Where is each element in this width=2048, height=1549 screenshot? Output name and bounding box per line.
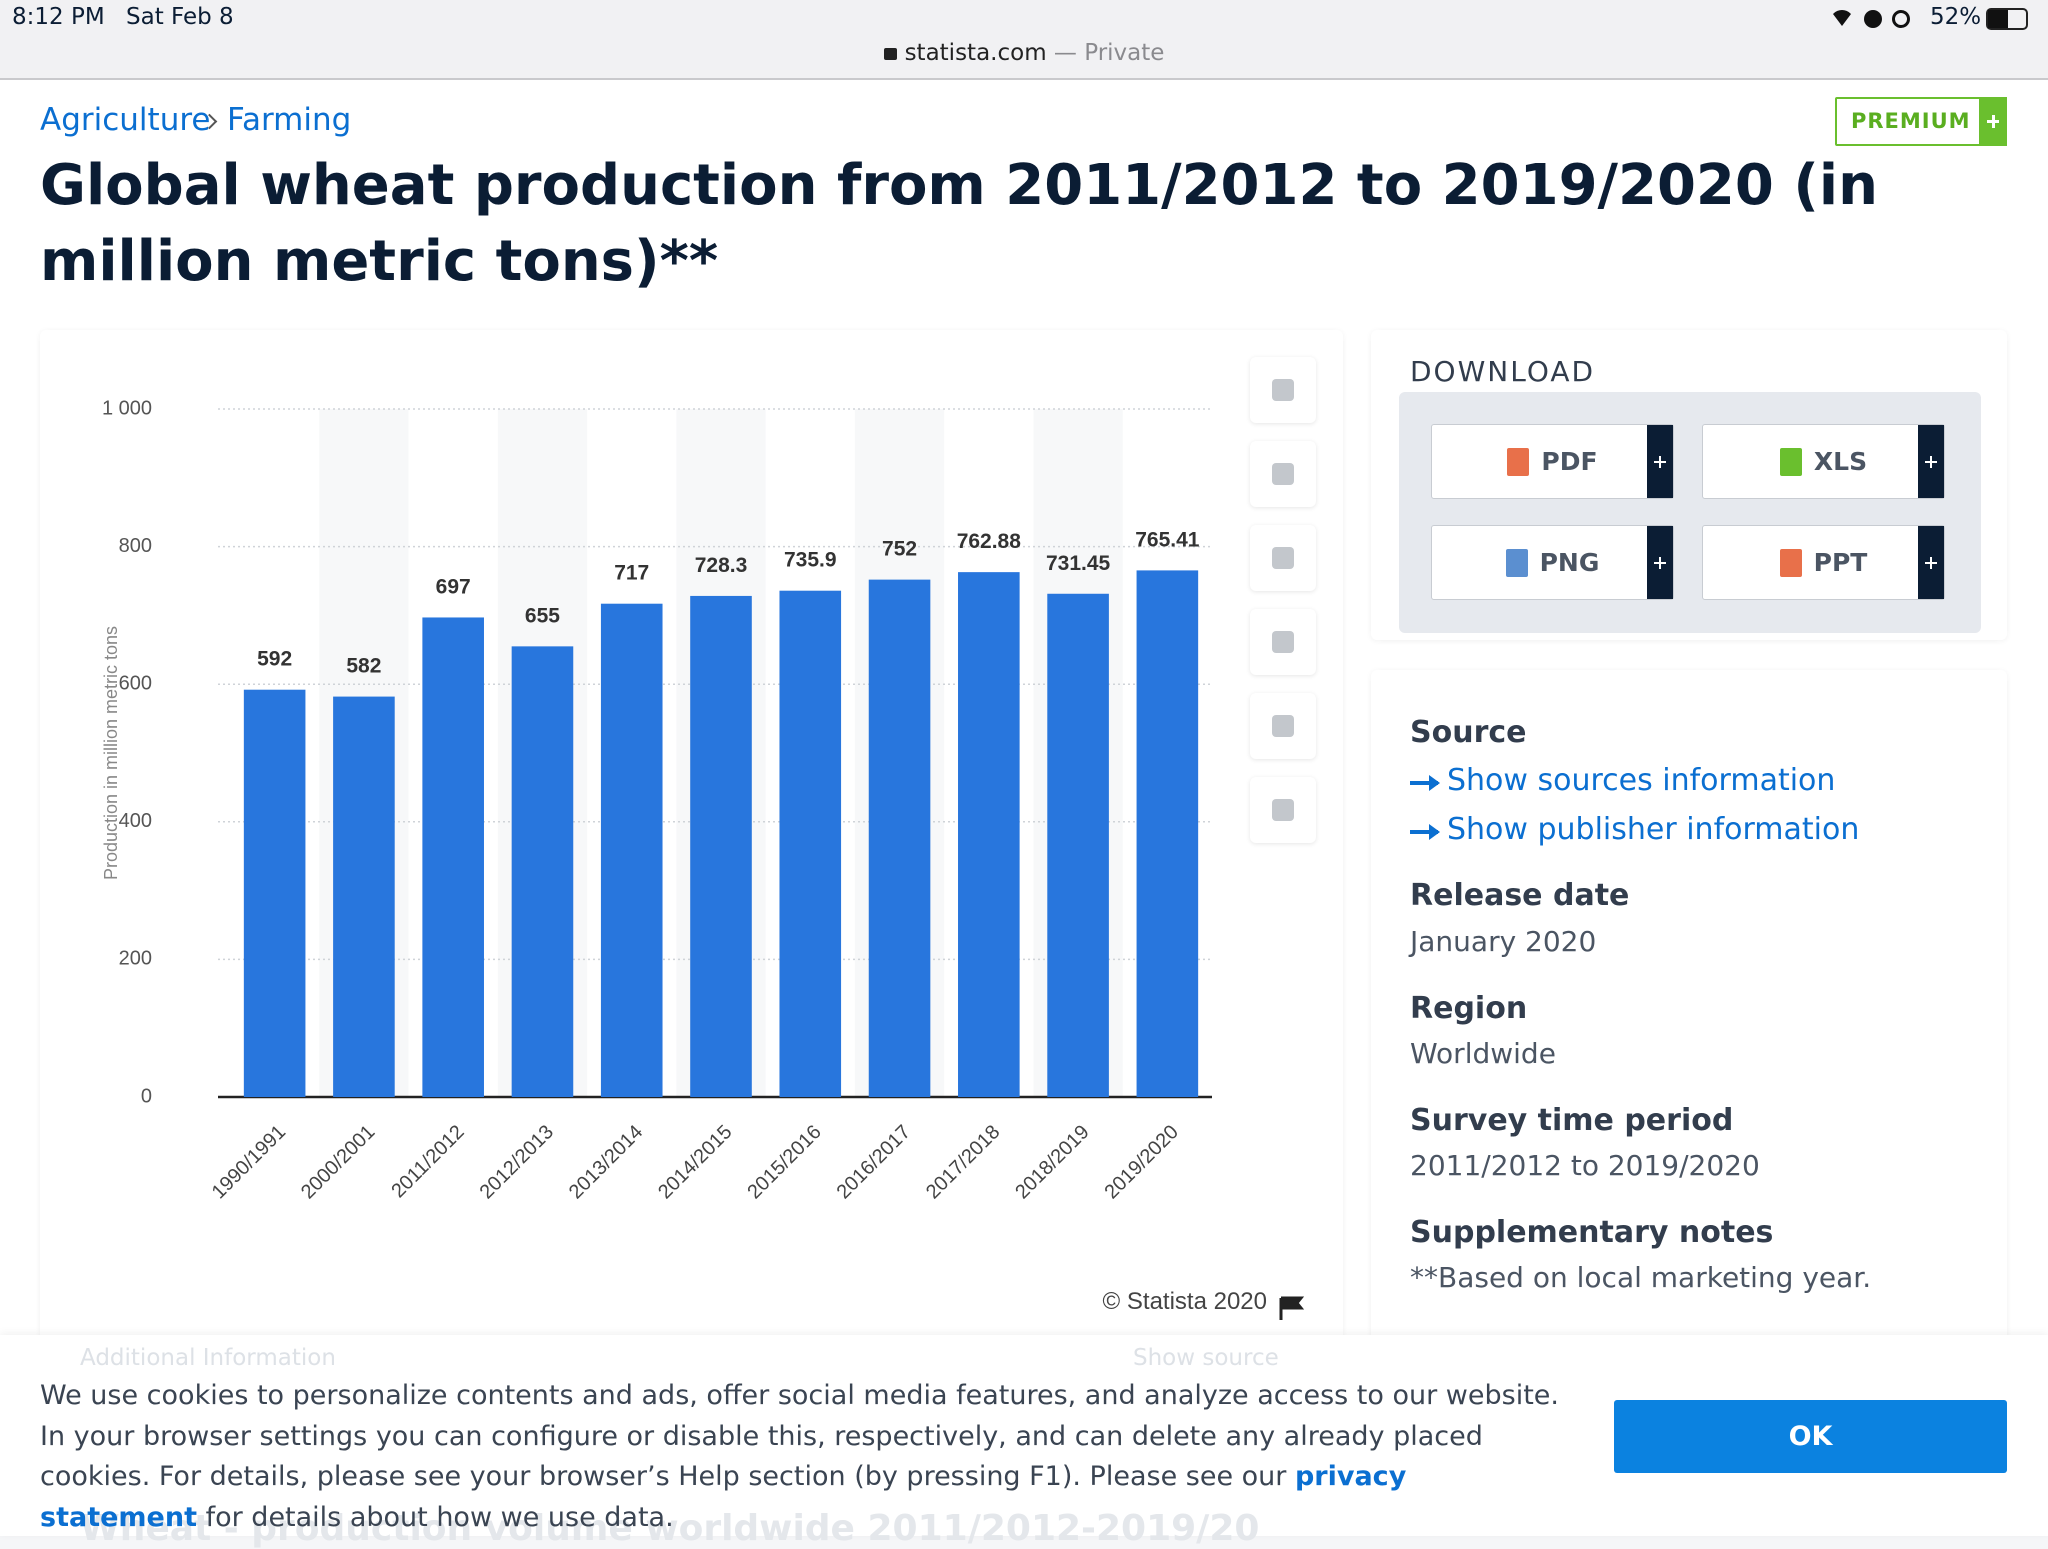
- download-label: PDF: [1541, 447, 1598, 476]
- premium-button[interactable]: PREMIUM: [1835, 97, 2007, 146]
- value-label: 582: [346, 655, 381, 678]
- x-tick-label: 2015/2016: [743, 1121, 825, 1203]
- y-tick-label: 400: [119, 810, 152, 832]
- detail-heading: Supplementary notes: [1410, 1215, 1774, 1250]
- breadcrumb-link[interactable]: Agriculture: [40, 102, 211, 138]
- source-link[interactable]: Show sources information: [1447, 763, 1836, 798]
- ok-label: OK: [1788, 1421, 1833, 1452]
- battery-level: 52%: [1930, 4, 1982, 30]
- value-label: 765.41: [1135, 528, 1200, 551]
- address-mode: — Private: [1053, 40, 1165, 66]
- page-title: Global wheat production from 2011/2012 t…: [40, 153, 1878, 294]
- y-tick-label: 600: [119, 672, 152, 694]
- cite-button[interactable]: [1250, 693, 1316, 759]
- y-tick-label: 800: [119, 535, 152, 557]
- bar: [422, 617, 484, 1097]
- detail-value: Worldwide: [1410, 1037, 1556, 1070]
- download-xls[interactable]: XLS: [1702, 424, 1945, 499]
- bar: [333, 696, 395, 1097]
- notify-button[interactable]: [1250, 441, 1316, 507]
- detail-heading: Release date: [1410, 878, 1630, 913]
- chart-credit: © Statista 2020: [1103, 1288, 1267, 1315]
- source-heading: Source: [1410, 715, 1527, 750]
- share-button[interactable]: [1250, 609, 1316, 675]
- address-bar[interactable]: statista.com — Private: [0, 40, 2048, 66]
- bar: [1136, 570, 1199, 1097]
- source-link[interactable]: Show publisher information: [1447, 812, 1860, 847]
- download-pdf[interactable]: PDF: [1431, 424, 1674, 499]
- flag-icon[interactable]: [1279, 1296, 1305, 1320]
- x-tick-label: 2017/2018: [922, 1121, 1004, 1203]
- bar: [958, 572, 1020, 1097]
- status-time: 8:12 PM: [12, 4, 105, 30]
- cookie-text: We use cookies to personalize contents a…: [40, 1376, 1570, 1538]
- y-axis-title: Production in million metric tons: [101, 626, 121, 880]
- detail-value: January 2020: [1410, 925, 1597, 958]
- premium-plus: [1979, 97, 2007, 146]
- download-label: PNG: [1539, 548, 1600, 577]
- y-tick-label: 0: [141, 1085, 152, 1107]
- value-label: 697: [436, 575, 471, 598]
- value-label: 592: [257, 648, 292, 671]
- link-arrow: [1410, 775, 1440, 791]
- bar: [600, 603, 663, 1097]
- value-label: 728.3: [695, 554, 748, 577]
- chart: Production in million metric tons © Stat…: [101, 397, 1305, 1320]
- detail-heading: Survey time period: [1410, 1103, 1734, 1138]
- value-label: 752: [882, 538, 917, 561]
- premium-label: PREMIUM: [1851, 109, 1971, 133]
- battery-icon: [1986, 8, 2028, 30]
- value-label: 655: [525, 604, 560, 627]
- cookie-text-part: We use cookies to personalize contents a…: [40, 1380, 1559, 1492]
- value-label: 762.88: [957, 530, 1022, 553]
- ok-button[interactable]: OK: [1614, 1400, 2007, 1473]
- download-label: PPT: [1813, 548, 1868, 577]
- favorite-button[interactable]: [1250, 357, 1316, 423]
- status-date: Sat Feb 8: [126, 4, 234, 30]
- x-tick-label: 2016/2017: [833, 1121, 915, 1203]
- x-tick-label: 2000/2001: [297, 1121, 379, 1203]
- lock-icon: [883, 48, 897, 60]
- download-png[interactable]: PNG: [1431, 525, 1674, 600]
- settings-button[interactable]: [1250, 525, 1316, 591]
- detail-value: 2011/2012 to 2019/2020: [1410, 1149, 1760, 1182]
- x-tick-label: 2018/2019: [1011, 1121, 1093, 1203]
- detail-value: **Based on local marketing year.: [1410, 1261, 1872, 1294]
- bar: [243, 689, 306, 1097]
- x-tick-label: 2013/2014: [565, 1121, 647, 1203]
- x-tick-label: 2019/2020: [1100, 1121, 1182, 1203]
- value-label: 735.9: [784, 549, 837, 572]
- bar: [868, 579, 931, 1097]
- download-label: XLS: [1813, 447, 1868, 476]
- bar: [690, 595, 752, 1097]
- download-ppt[interactable]: PPT: [1702, 525, 1945, 600]
- privacy-link[interactable]: privacy statement: [40, 1461, 1407, 1533]
- additional-info[interactable]: Additional Information: [80, 1345, 336, 1371]
- status-icons: [1830, 10, 1920, 28]
- bar: [1047, 593, 1109, 1097]
- x-tick-label: 1990/1991: [208, 1121, 290, 1203]
- y-tick-label: 1 000: [102, 397, 152, 419]
- cookie-text-part: for details about how we use data.: [205, 1501, 674, 1533]
- bar: [779, 590, 842, 1097]
- show-source[interactable]: Show source: [1133, 1345, 1279, 1371]
- link-arrow: [1410, 824, 1440, 840]
- status-bar: 8:12 PM Sat Feb 8 52% statista.com — Pri…: [0, 0, 2048, 80]
- x-tick-label: 2011/2012: [387, 1121, 468, 1202]
- value-label: 717: [614, 562, 649, 585]
- address-domain: statista.com: [904, 40, 1047, 66]
- x-tick-label: 2014/2015: [654, 1121, 736, 1203]
- value-label: 731.45: [1046, 552, 1111, 575]
- x-tick-label: 2012/2013: [476, 1121, 558, 1203]
- detail-heading: Region: [1410, 991, 1528, 1026]
- details-card: [1371, 670, 2007, 1350]
- bar: [511, 646, 574, 1097]
- print-button[interactable]: [1250, 777, 1316, 843]
- y-tick-label: 200: [119, 948, 152, 970]
- download-title: DOWNLOAD: [1410, 355, 1596, 388]
- breadcrumb-link[interactable]: Farming: [227, 102, 352, 138]
